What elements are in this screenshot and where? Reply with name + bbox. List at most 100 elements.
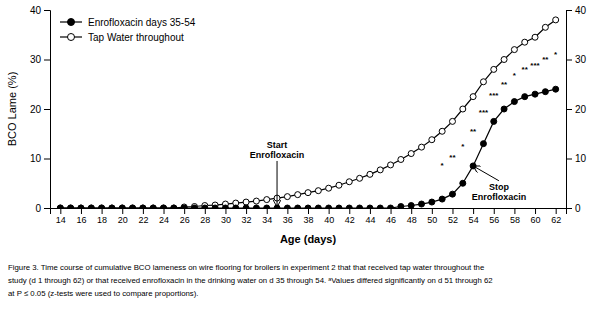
y2-tick: 10 — [566, 153, 587, 164]
x-tick: 30 — [221, 208, 231, 225]
series-point — [480, 141, 486, 147]
series-point — [522, 39, 528, 45]
series-point — [253, 205, 259, 208]
series-point — [181, 204, 187, 208]
series-point — [191, 205, 197, 208]
x-tick-mark — [514, 208, 515, 214]
series-point — [78, 205, 84, 208]
y2-tick-label: 10 — [575, 153, 587, 164]
x-tick-label: 44 — [365, 215, 375, 225]
caption: Figure 3. Time course of cumulative BCO … — [8, 263, 493, 298]
series-point — [212, 205, 218, 208]
x-tick: 36 — [283, 208, 293, 225]
y-tick-mark — [44, 10, 50, 11]
significance-marker: *** — [530, 61, 540, 70]
series-point — [99, 205, 105, 208]
x-tick: 14 — [56, 208, 66, 225]
x-tick: 38 — [303, 208, 313, 225]
x-tick-mark — [164, 208, 165, 214]
significance-marker: ** — [501, 80, 508, 89]
x-tick-mark — [246, 208, 247, 214]
series-point — [284, 205, 290, 208]
x-tick-label: 42 — [345, 215, 355, 225]
series-point — [491, 66, 497, 72]
y2-tick: 20 — [566, 104, 587, 115]
y2-axis: 010203040 — [566, 5, 587, 214]
series-point — [202, 205, 208, 208]
y2-tick: 40 — [566, 5, 587, 16]
significance-marker: ** — [542, 55, 549, 64]
x-tick-label: 14 — [56, 215, 66, 225]
x-tick-label: 32 — [242, 215, 252, 225]
x-tick-mark — [432, 208, 433, 214]
series-point — [253, 198, 259, 204]
x-tick-mark — [494, 208, 495, 214]
series-point — [119, 205, 125, 208]
x-tick: 62 — [551, 208, 561, 225]
legend-item: Enrofloxacin days 35-54 — [60, 17, 196, 28]
series-point — [243, 199, 249, 205]
x-tick: 58 — [510, 208, 520, 225]
series-point — [398, 204, 404, 208]
series-point — [408, 203, 414, 208]
x-tick-label: 18 — [97, 215, 107, 225]
x-tick-mark — [225, 208, 226, 214]
series-point — [68, 205, 74, 208]
series-point — [480, 79, 486, 85]
series-point — [284, 194, 290, 200]
series-point — [264, 197, 270, 203]
series-point — [542, 89, 548, 95]
series-point — [553, 86, 559, 92]
series-point — [367, 205, 373, 208]
x-tick-label: 48 — [407, 215, 417, 225]
x-tick: 56 — [489, 208, 499, 225]
series-point — [222, 205, 228, 208]
x-tick: 18 — [97, 208, 107, 225]
y-axis-title: BCO Lame (%) — [6, 72, 18, 147]
y2-tick-label: 30 — [575, 54, 587, 65]
y2-tick-mark — [566, 60, 572, 61]
y-tick: 10 — [30, 153, 50, 164]
x-tick-mark — [81, 208, 82, 214]
significance-marker: *** — [489, 91, 499, 100]
annotation-arrow — [277, 161, 278, 207]
x-tick-mark — [535, 208, 536, 214]
x-tick: 34 — [262, 208, 272, 225]
x-tick-label: 28 — [200, 215, 210, 225]
legend: Enrofloxacin days 35-54Tap Water through… — [60, 17, 196, 43]
x-tick-label: 34 — [262, 215, 272, 225]
x-tick-mark — [473, 208, 474, 214]
x-tick-label: 56 — [489, 215, 499, 225]
series-line — [60, 20, 555, 208]
x-tick-label: 60 — [531, 215, 541, 225]
series-point — [88, 205, 94, 208]
series-point — [460, 180, 466, 186]
series-point — [109, 205, 115, 208]
series-point — [377, 167, 383, 173]
series-point — [439, 128, 445, 134]
x-axis-line — [51, 209, 567, 215]
x-tick-label: 62 — [551, 215, 561, 225]
annotation: StartEnrofloxacin — [250, 140, 305, 160]
y-axis: 010203040 — [30, 5, 51, 214]
series-point — [449, 191, 455, 197]
x-tick-label: 58 — [510, 215, 520, 225]
series-point — [367, 171, 373, 177]
x-tick-label: 24 — [159, 215, 169, 225]
series-point — [336, 182, 342, 188]
series-point — [130, 205, 136, 208]
x-tick: 60 — [531, 208, 541, 225]
significance-marker: * — [513, 71, 517, 80]
series-point — [233, 205, 239, 208]
series-point — [439, 196, 445, 202]
series-point — [336, 205, 342, 208]
x-tick: 20 — [118, 208, 128, 225]
significance-marker: * — [554, 50, 558, 59]
annotations: StartEnrofloxacinStopEnrofloxacin*******… — [250, 50, 558, 207]
y-tick-label: 30 — [30, 54, 42, 65]
series-point — [181, 205, 187, 208]
significance-marker: * — [441, 161, 445, 170]
series-point — [295, 192, 301, 198]
y2-tick: 30 — [566, 54, 587, 65]
x-tick-label: 46 — [386, 215, 396, 225]
